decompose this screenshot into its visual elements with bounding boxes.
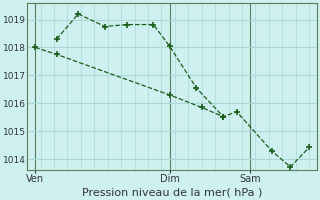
X-axis label: Pression niveau de la mer( hPa ): Pression niveau de la mer( hPa ) [82, 187, 262, 197]
